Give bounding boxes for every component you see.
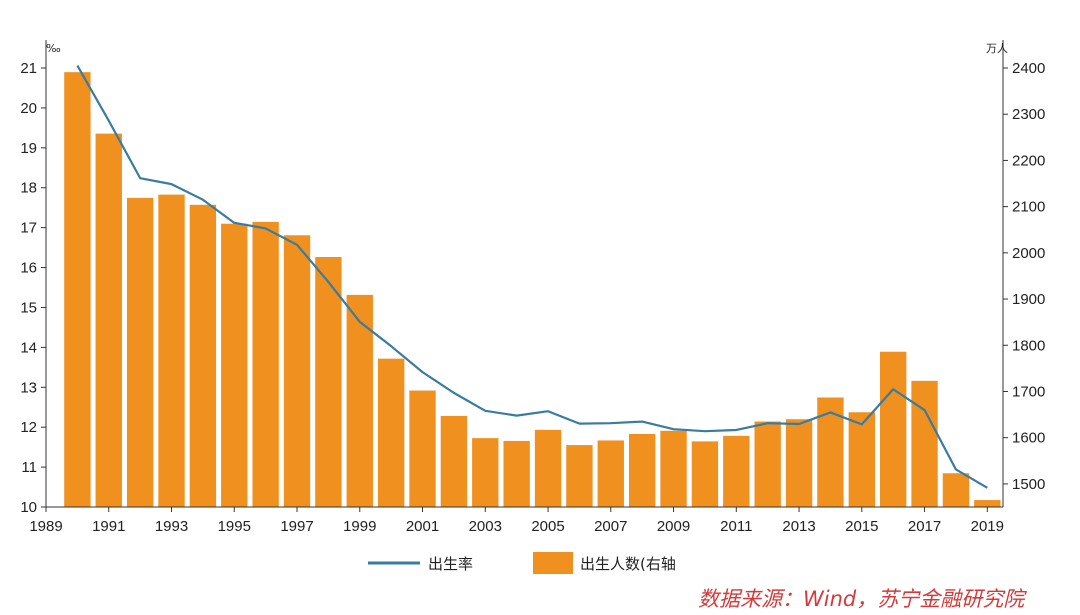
x-tick-label-1997: 1997	[280, 518, 313, 535]
bar-2002	[440, 415, 468, 507]
bar-2009	[660, 430, 687, 507]
line-layer	[76, 65, 988, 489]
x-tick-label-1993: 1993	[155, 518, 188, 535]
right-tick-label-2100: 2100	[1012, 199, 1045, 216]
x-tick-label-1989: 1989	[29, 518, 62, 535]
bar-1997	[283, 235, 311, 507]
bar-2018	[942, 473, 970, 507]
bar-2008	[628, 433, 656, 507]
bar-2010	[691, 441, 719, 507]
x-tick-label-2007: 2007	[594, 518, 627, 535]
left-tick-label-19: 19	[20, 140, 37, 157]
bars-layer	[64, 72, 1001, 508]
bar-2006	[566, 445, 593, 507]
right-tick-label-1600: 1600	[1012, 430, 1045, 447]
axes-layer: 10 11 12 13 14 15 16 17 18 19 20 21 1500 1600 1700 1800…	[20, 40, 1045, 535]
left-tick-label-16: 16	[20, 260, 37, 277]
left-axis-unit: ‰	[46, 42, 61, 55]
bar-2013	[785, 419, 813, 507]
legend: 出生率 出生人数(右轴	[368, 552, 676, 574]
left-tick-label-11: 11	[21, 459, 37, 476]
bar-1996	[252, 221, 279, 508]
x-tick-label-2015: 2015	[845, 518, 878, 535]
x-tick-label-2011: 2011	[720, 518, 752, 535]
right-axis-unit: 万人	[986, 42, 1008, 55]
left-tick-label-10: 10	[20, 499, 37, 516]
right-tick-label-2300: 2300	[1012, 106, 1045, 123]
x-tick-label-2017: 2017	[908, 518, 941, 535]
source-note: 数据来源：Wind，苏宁金融研究院	[698, 587, 1027, 611]
x-tick-label-1995: 1995	[218, 518, 251, 535]
left-tick-label-18: 18	[20, 180, 37, 197]
bar-1999	[346, 294, 373, 507]
bar-2001	[409, 390, 436, 507]
legend-label-births: 出生人数(右轴	[580, 555, 676, 573]
bar-2014	[817, 397, 844, 507]
right-tick-label-1800: 1800	[1012, 337, 1045, 354]
x-tick-label-2001: 2001	[406, 518, 439, 535]
bar-2017	[911, 380, 938, 507]
legend-label-birth-rate: 出生率	[428, 555, 473, 573]
bar-1998	[315, 257, 342, 507]
bar-2003	[472, 438, 499, 507]
birth-rate-line	[76, 65, 988, 489]
bar-2007	[597, 440, 624, 507]
bar-2004	[503, 440, 530, 507]
bar-1995	[221, 223, 248, 507]
bar-2019	[974, 500, 1001, 507]
left-tick-label-13: 13	[20, 379, 37, 396]
bar-1991	[95, 133, 122, 507]
right-tick-label-2200: 2200	[1012, 152, 1045, 169]
bar-2015	[848, 412, 875, 507]
x-tick-label-2019: 2019	[971, 518, 1004, 535]
x-tick-label-2013: 2013	[782, 518, 815, 535]
x-tick-label-2003: 2003	[469, 518, 502, 535]
right-tick-label-1700: 1700	[1012, 383, 1045, 400]
left-tick-label-12: 12	[20, 419, 37, 436]
left-tick-label-21: 21	[20, 60, 37, 77]
bar-1993	[158, 194, 185, 508]
right-tick-label-2400: 2400	[1012, 60, 1045, 77]
bar-2000	[377, 358, 405, 507]
bar-1992	[126, 197, 154, 508]
x-tick-label-1991: 1991	[92, 518, 125, 535]
bar-2011	[723, 435, 750, 507]
left-tick-label-17: 17	[20, 220, 37, 237]
left-tick-label-15: 15	[20, 299, 37, 316]
x-tick-label-2009: 2009	[657, 518, 690, 535]
bar-2012	[754, 421, 781, 507]
right-tick-label-1900: 1900	[1012, 291, 1045, 308]
x-tick-label-2005: 2005	[531, 518, 564, 535]
left-tick-label-14: 14	[20, 339, 37, 356]
bar-1994	[189, 204, 217, 508]
legend-bar-swatch	[533, 552, 573, 574]
x-tick-label-1999: 1999	[343, 518, 376, 535]
right-tick-label-2000: 2000	[1012, 245, 1045, 262]
bar-2005	[534, 429, 562, 507]
right-tick-label-1500: 1500	[1012, 476, 1045, 493]
bar-2016	[880, 351, 907, 507]
left-tick-label-20: 20	[20, 100, 37, 117]
bar-1990	[64, 72, 91, 508]
